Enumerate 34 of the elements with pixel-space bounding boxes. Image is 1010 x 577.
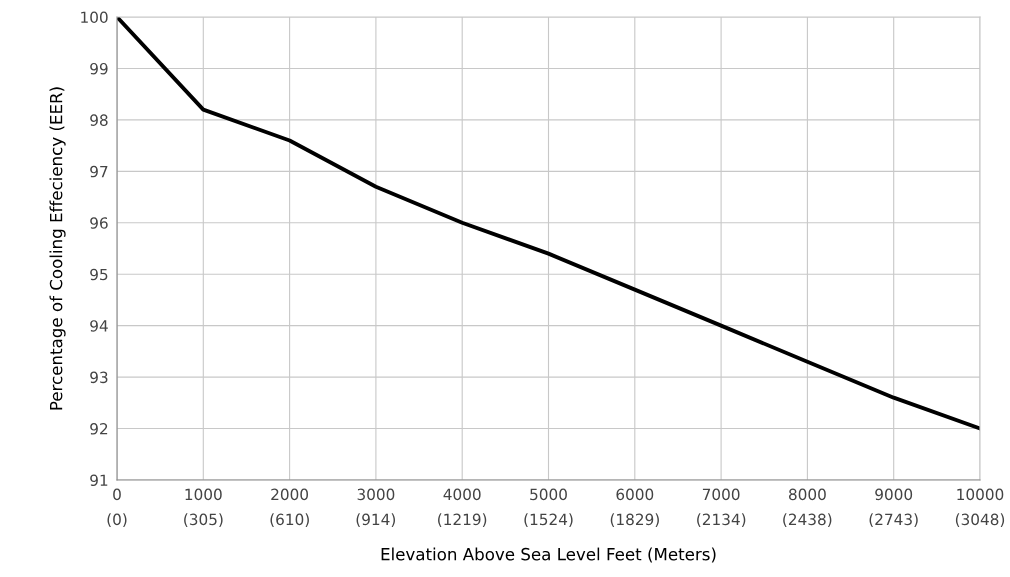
x-tick-label: 0 [113,488,121,501]
x2-tick-label: (914) [356,513,396,527]
x-axis-title: Elevation Above Sea Level Feet (Meters) [381,547,716,563]
x2-tick-label: (0) [107,513,127,527]
y-tick-label: 98 [90,114,108,126]
x-tick-label: 6000 [616,488,654,501]
y-tick-label: 92 [90,423,108,435]
y-tick-label: 100 [81,11,108,24]
x2-tick-label: (1829) [610,513,659,527]
x2-tick-label: (305) [184,513,223,527]
y-tick-label: 91 [90,474,108,487]
x-tick-label: 7000 [702,488,740,501]
x-tick-label: 3000 [357,488,395,501]
y-tick-label: 96 [90,217,108,229]
x-tick-label: 5000 [530,488,567,501]
y-tick-label: 94 [90,320,108,332]
x-tick-label: 1000 [185,488,222,501]
x2-tick-label: (1219) [438,513,487,527]
x2-tick-label: (3048) [955,513,1005,527]
x-tick-label: 4000 [443,488,481,501]
y-tick-label: 95 [90,268,108,281]
x2-tick-label: (2438) [783,513,832,527]
y-tick-label: 97 [90,165,108,178]
x-tick-label: 8000 [788,488,826,501]
x-tick-label: 2000 [271,488,309,501]
x2-tick-label: (2134) [697,513,746,527]
x-tick-label: 10000 [957,488,1004,501]
y-tick-label: 93 [90,371,108,384]
x2-tick-label: (2743) [869,513,918,527]
x2-tick-label: (610) [270,513,309,527]
x-tick-label: 9000 [875,488,913,501]
y-axis-title: Percentage of Cooling Effeciency (EER) [49,87,66,410]
x2-tick-label: (1524) [524,513,573,527]
y-tick-label: 99 [90,62,108,75]
